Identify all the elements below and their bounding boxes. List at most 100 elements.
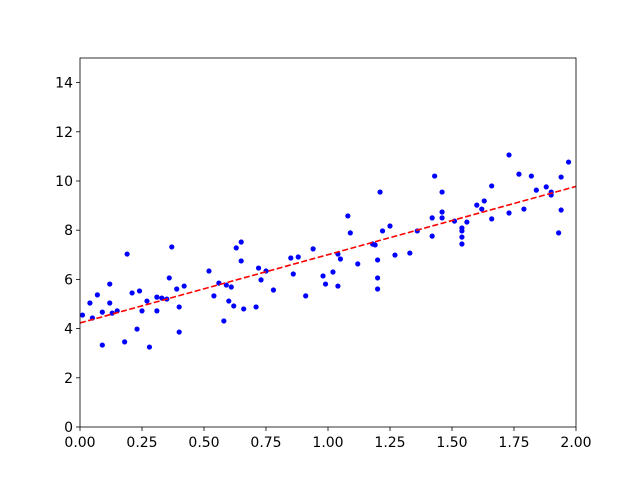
point xyxy=(481,198,487,204)
point xyxy=(99,309,105,315)
point xyxy=(345,213,351,219)
y-tick-label: 0 xyxy=(64,420,73,436)
point xyxy=(174,286,180,292)
x-tick-label: 2.00 xyxy=(560,435,591,451)
point xyxy=(176,304,182,310)
x-tick-label: 1.25 xyxy=(374,435,405,451)
point xyxy=(233,245,239,251)
point xyxy=(238,239,244,245)
point xyxy=(310,246,316,252)
point xyxy=(464,219,470,225)
point xyxy=(146,344,153,350)
fit-line xyxy=(79,185,577,324)
point xyxy=(206,268,212,274)
point xyxy=(335,283,341,289)
x-tick-label: 1.00 xyxy=(312,435,343,451)
point xyxy=(521,206,527,212)
point xyxy=(211,293,217,299)
point xyxy=(558,207,564,213)
y-tick-label: 6 xyxy=(64,272,73,288)
point xyxy=(122,339,128,345)
point xyxy=(459,241,465,247)
point xyxy=(253,304,259,310)
point xyxy=(459,225,465,231)
point xyxy=(372,242,378,248)
point xyxy=(392,252,398,258)
point xyxy=(379,228,386,234)
y-tick-label: 8 xyxy=(64,223,73,239)
point xyxy=(543,184,549,190)
point xyxy=(295,254,301,260)
point xyxy=(221,318,227,324)
point xyxy=(479,206,485,212)
point xyxy=(129,290,135,296)
point xyxy=(432,173,438,179)
point xyxy=(387,223,393,229)
point xyxy=(107,300,113,306)
point xyxy=(288,255,294,261)
y-tick-label: 4 xyxy=(64,322,73,338)
point xyxy=(258,277,264,283)
point xyxy=(136,288,143,294)
point xyxy=(506,152,512,158)
point xyxy=(347,230,353,236)
point xyxy=(303,293,309,299)
point xyxy=(337,256,343,262)
point xyxy=(154,294,160,300)
point xyxy=(474,202,480,208)
point xyxy=(506,210,512,216)
point xyxy=(439,209,445,215)
point xyxy=(558,174,564,180)
x-tick-label: 0.00 xyxy=(64,435,95,451)
point xyxy=(79,312,86,318)
point xyxy=(87,300,93,306)
point xyxy=(134,326,140,332)
point xyxy=(241,306,247,312)
point xyxy=(231,303,237,309)
point xyxy=(154,308,160,314)
x-tick-label: 1.50 xyxy=(436,435,467,451)
point xyxy=(565,159,572,165)
point xyxy=(459,234,465,240)
x-tick-label: 0.25 xyxy=(126,435,157,451)
point xyxy=(107,281,113,287)
point xyxy=(330,269,336,275)
point xyxy=(139,308,145,314)
point xyxy=(377,189,383,195)
y-tick-label: 14 xyxy=(55,76,73,92)
point xyxy=(238,258,244,264)
point xyxy=(270,287,277,293)
x-tick-label: 1.75 xyxy=(498,435,529,451)
point xyxy=(166,275,172,281)
point xyxy=(228,284,234,290)
point xyxy=(124,251,130,257)
point xyxy=(429,233,435,239)
y-tick-label: 2 xyxy=(64,371,73,387)
y-tick-label: 10 xyxy=(55,174,73,190)
point xyxy=(429,215,435,221)
point xyxy=(375,286,381,292)
point xyxy=(99,342,105,348)
point xyxy=(556,230,562,236)
y-tick-label: 12 xyxy=(55,125,73,141)
point xyxy=(407,250,413,256)
point xyxy=(375,257,381,263)
point xyxy=(533,187,539,193)
point xyxy=(94,292,100,298)
point xyxy=(355,261,361,267)
x-tick-label: 0.75 xyxy=(250,435,281,451)
x-tick-label: 0.50 xyxy=(188,435,219,451)
point xyxy=(375,275,381,281)
point xyxy=(181,283,187,289)
point xyxy=(290,271,296,277)
point xyxy=(176,329,182,335)
point xyxy=(255,265,262,271)
point xyxy=(320,273,326,279)
point xyxy=(528,173,534,179)
point xyxy=(322,281,329,287)
point xyxy=(489,183,495,189)
point xyxy=(226,298,232,304)
point xyxy=(144,298,150,304)
